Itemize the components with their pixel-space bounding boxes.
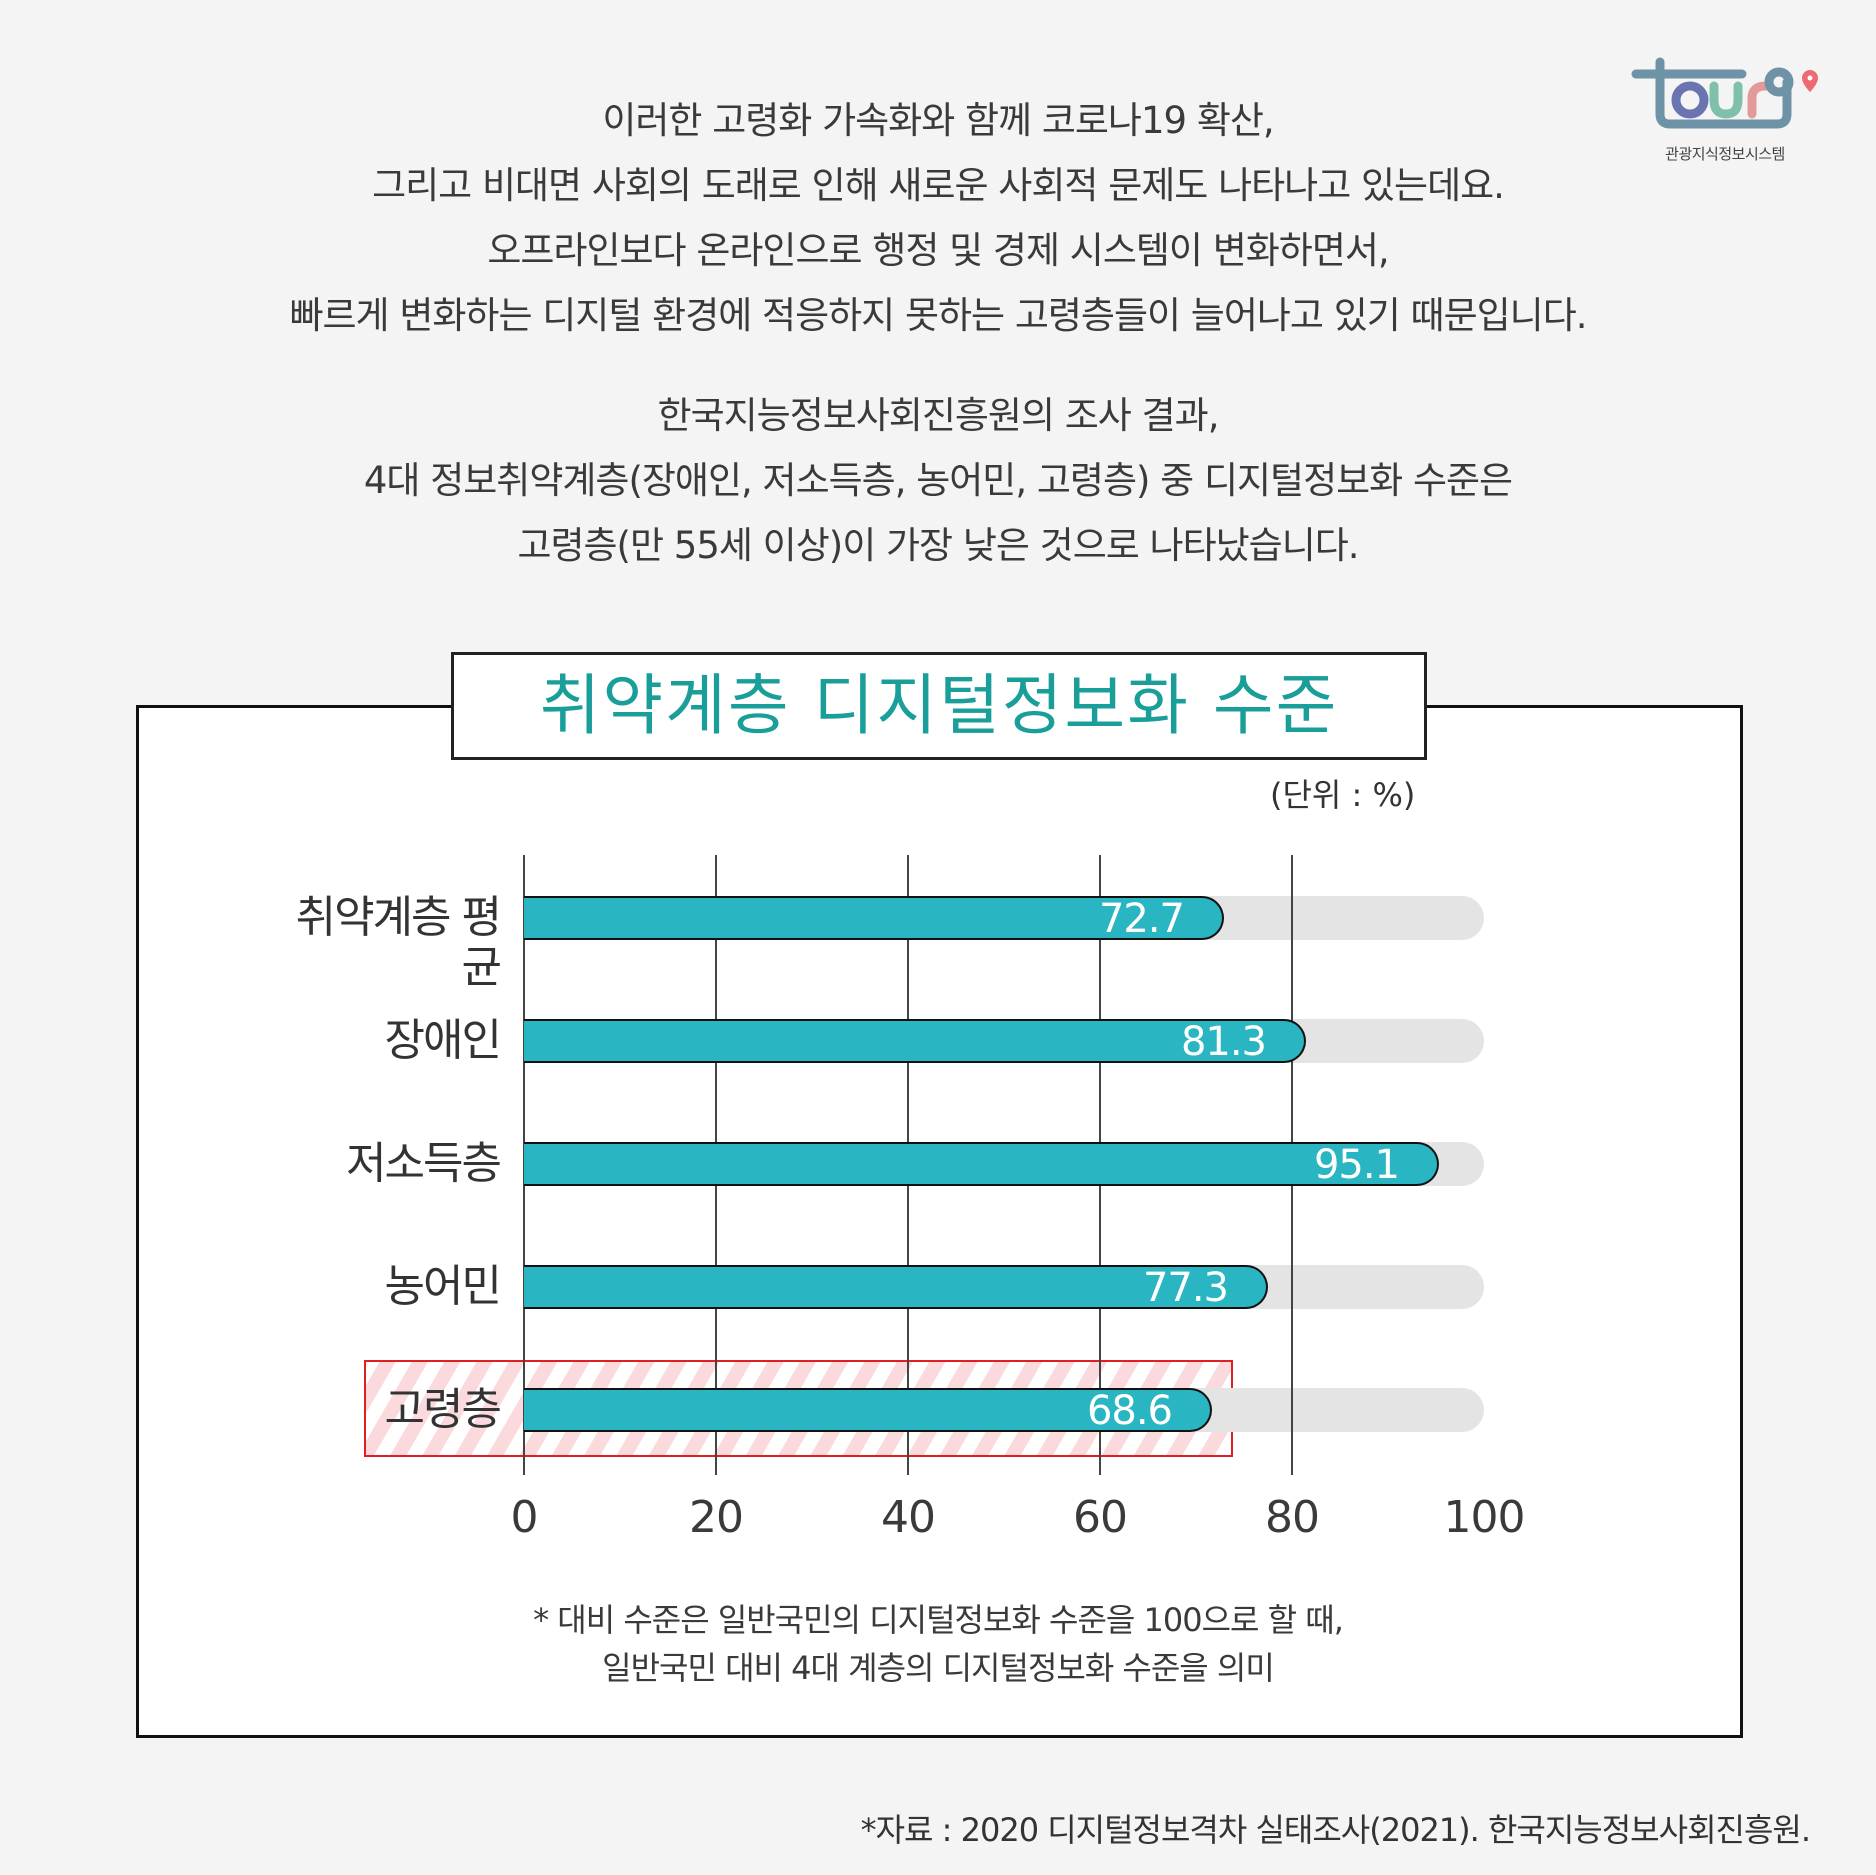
source-citation: *자료 : 2020 디지털정보격차 실태조사(2021). 한국지능정보사회진…	[860, 1811, 1811, 1849]
category-label: 저소득층	[346, 1138, 502, 1189]
intro-line: 그리고 비대면 사회의 도래로 인해 새로운 사회적 문제도 나타나고 있는데요…	[372, 164, 1505, 207]
intro-line: 한국지능정보사회진흥원의 조사 결과,	[657, 394, 1220, 437]
category-label: 취약계층 평균	[295, 892, 502, 993]
bar-farmers-fishers: 77.3	[524, 1265, 1268, 1309]
x-tick: 40	[881, 1492, 936, 1543]
category-label: 농어민	[384, 1261, 502, 1312]
bar-value: 77.3	[1142, 1265, 1229, 1311]
bar-elderly: 68.6	[524, 1388, 1212, 1432]
chart-note: 일반국민 대비 4대 계층의 디지털정보화 수준을 의미	[602, 1649, 1275, 1687]
category-label: 장애인	[384, 1015, 502, 1066]
intro-line: 오프라인보다 온라인으로 행정 및 경제 시스템이 변화하면서,	[487, 229, 1389, 272]
x-tick: 100	[1443, 1492, 1526, 1543]
tour9-logo	[1622, 52, 1822, 162]
chart-title: 취약계층 디지털정보화 수준	[451, 652, 1427, 760]
bar-disabled: 81.3	[524, 1019, 1306, 1063]
x-tick: 60	[1073, 1492, 1128, 1543]
x-tick: 0	[510, 1492, 539, 1543]
chart-unit-label: (단위 : %)	[1270, 776, 1416, 814]
bar-value: 81.3	[1180, 1019, 1267, 1065]
intro-line: 고령층(만 55세 이상)이 가장 낮은 것으로 나타났습니다.	[517, 524, 1359, 567]
x-tick: 80	[1265, 1492, 1320, 1543]
intro-line: 이러한 고령화 가속화와 함께 코로나19 확산,	[602, 99, 1274, 142]
bar-low-income: 95.1	[524, 1142, 1439, 1186]
logo-subtitle: 관광지식정보시스템	[1665, 145, 1785, 163]
bar-value: 68.6	[1086, 1388, 1173, 1434]
category-label: 고령층	[384, 1384, 502, 1435]
x-tick: 20	[689, 1492, 744, 1543]
intro-line: 빠르게 변화하는 디지털 환경에 적응하지 못하는 고령층들이 늘어나고 있기 …	[289, 294, 1587, 337]
bar-vulnerable-average: 72.7	[524, 896, 1224, 940]
bar-value: 72.7	[1098, 896, 1185, 942]
intro-paragraph-1: 이러한 고령화 가속화와 함께 코로나19 확산, 그리고 비대면 사회의 도래…	[0, 88, 1876, 348]
tour9-logo-icon	[1631, 57, 1818, 129]
intro-line: 4대 정보취약계층(장애인, 저소득층, 농어민, 고령층) 중 디지털정보화 …	[363, 459, 1513, 502]
bar-value: 95.1	[1313, 1142, 1400, 1188]
intro-paragraph-2: 한국지능정보사회진흥원의 조사 결과, 4대 정보취약계층(장애인, 저소득층,…	[0, 383, 1876, 578]
chart-container	[136, 705, 1743, 1738]
chart-note: * 대비 수준은 일반국민의 디지털정보화 수준을 100으로 할 때,	[533, 1601, 1344, 1639]
